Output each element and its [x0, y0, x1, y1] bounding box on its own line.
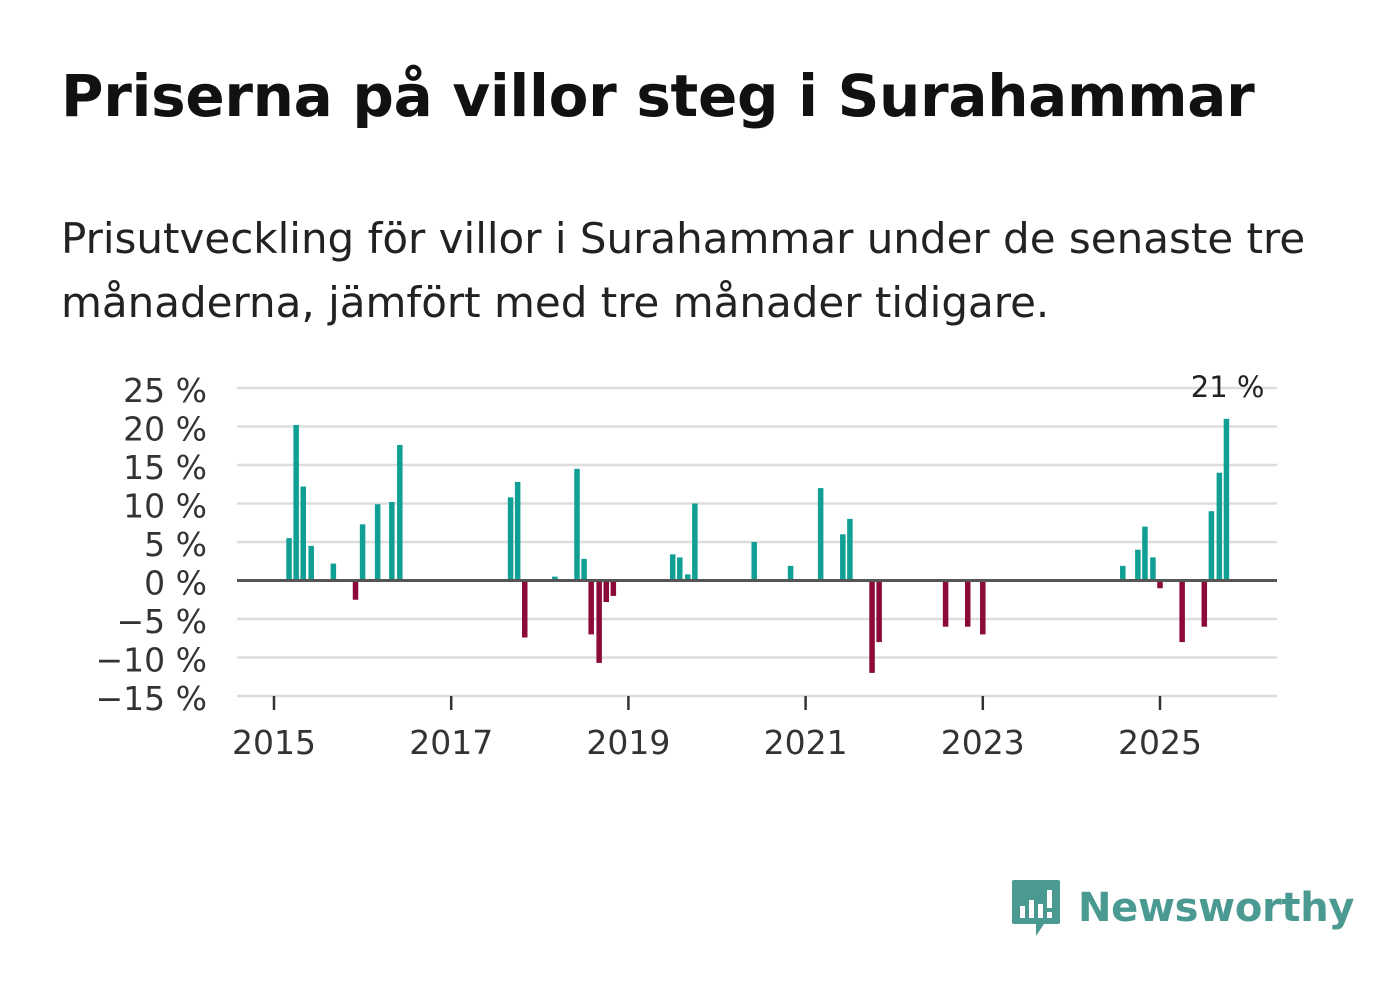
bar-positive: [787, 565, 794, 581]
bar-positive: [389, 501, 395, 581]
chart-subtitle: Prisutveckling för villor i Surahammar u…: [61, 214, 1306, 327]
x-tick-label: 2025: [1118, 723, 1202, 762]
bar-positive: [751, 542, 757, 581]
bar-negative: [352, 580, 359, 600]
bar-negative: [596, 580, 602, 663]
bar-negative: [588, 580, 594, 635]
bar-negative: [942, 580, 949, 627]
bar-positive: [685, 574, 691, 581]
bar-negative: [876, 580, 882, 643]
bar-series: [286, 418, 1230, 673]
bar-positive: [840, 534, 846, 581]
x-tick-label: 2019: [586, 723, 670, 762]
bar-positive: [817, 488, 824, 581]
bar-positive: [1216, 472, 1223, 581]
bar-negative: [869, 580, 875, 673]
bar-positive: [677, 557, 683, 581]
x-tick-label: 2023: [941, 723, 1025, 762]
y-tick-label: 10 %: [123, 487, 207, 526]
bar-positive: [669, 554, 676, 581]
bar-positive: [1135, 549, 1141, 581]
bar-negative: [610, 580, 617, 596]
bar-positive: [847, 518, 853, 581]
bar-positive: [397, 444, 403, 581]
bar-positive: [1150, 557, 1156, 581]
brand-name: Newsworthy: [1078, 885, 1355, 931]
y-tick-label: −15 %: [96, 679, 208, 718]
axes: 25 %20 %15 %10 %5 %0 %−5 %−10 %−15 % 2015…: [96, 370, 1277, 762]
bar-positive: [308, 545, 314, 581]
bar-negative: [980, 580, 986, 635]
grid-lines: [237, 386, 1277, 698]
y-tick-label: 5 %: [144, 525, 207, 564]
bar-negative: [964, 580, 971, 627]
bar-positive: [574, 468, 580, 581]
bar-positive: [286, 538, 292, 581]
bar-negative: [1201, 580, 1208, 627]
bar-positive: [1208, 511, 1215, 581]
bar-positive: [692, 503, 698, 581]
bar-positive: [1120, 565, 1126, 581]
bar-positive: [374, 504, 381, 581]
data-label-last: 21 %: [1191, 370, 1265, 404]
x-tick-label: 2021: [764, 723, 848, 762]
bar-negative: [521, 580, 528, 638]
chart-title: Priserna på villor steg i Surahammar: [61, 62, 1255, 130]
newsworthy-logo-icon: [1012, 880, 1060, 936]
bar-positive: [293, 424, 299, 581]
bar-positive: [514, 481, 521, 581]
y-tick-label: −10 %: [96, 641, 208, 680]
bar-negative: [603, 580, 609, 603]
bar-positive: [300, 486, 306, 581]
y-tick-label: 25 %: [123, 371, 207, 410]
brand-logo: Newsworthy: [1010, 878, 1355, 938]
bar-positive: [581, 558, 587, 581]
x-tick-label: 2015: [232, 723, 316, 762]
y-tick-label: 20 %: [123, 410, 207, 449]
bar-positive: [507, 497, 514, 581]
x-tick-label: 2017: [409, 723, 493, 762]
y-tick-label: 0 %: [144, 564, 207, 603]
bar-positive: [552, 576, 558, 581]
bar-negative: [1157, 580, 1163, 589]
bar-positive: [330, 563, 337, 581]
bar-positive: [359, 524, 366, 581]
y-tick-label: 15 %: [123, 448, 207, 487]
bar-negative: [1179, 580, 1185, 643]
y-tick-label: −5 %: [117, 602, 208, 641]
bar-positive: [1142, 526, 1148, 581]
bar-positive: [1223, 418, 1230, 581]
